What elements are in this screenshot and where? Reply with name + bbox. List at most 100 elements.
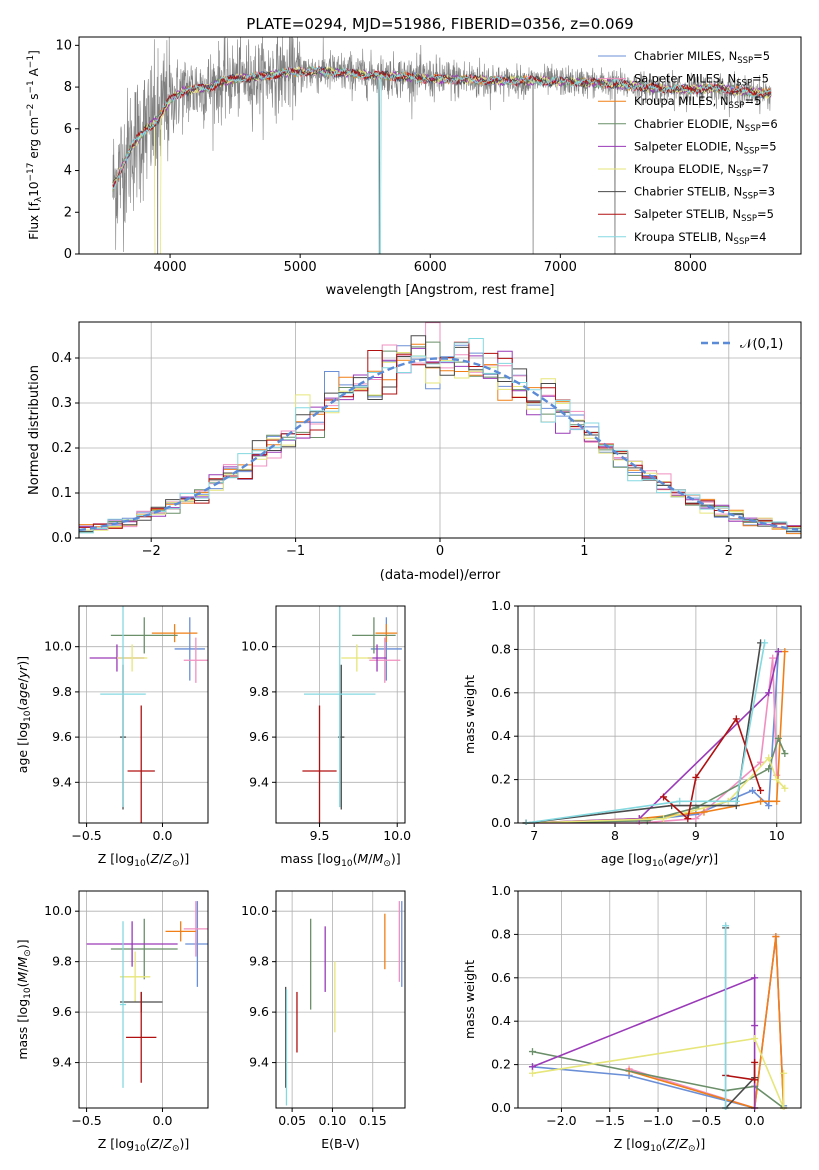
- plot-area: [89, 606, 208, 823]
- x-tick-label: 6000: [414, 260, 447, 275]
- x-tick-label: 2: [725, 544, 733, 559]
- mass-weight-line-7: [724, 927, 756, 1110]
- mass-vs-metallicity-panel: −0.5 0.0 9.4 9.6 9.8 10.0 Z [log10(Z/Z⊙)] mass …: [15, 890, 209, 1154]
- plot-area: [112, 37, 772, 254]
- y-tick-label: 9.4: [249, 1055, 269, 1070]
- y-axis-label: mass weight: [462, 960, 477, 1039]
- x-tick-label: 7: [530, 828, 538, 843]
- mass-weight-line-4: [526, 736, 786, 824]
- y-tick-label: 10.0: [44, 903, 72, 918]
- x-tick-label: −2.0: [546, 1113, 576, 1128]
- x-axis-label: (data-model)/error: [380, 568, 501, 583]
- x-tick-label: −0.5: [691, 1113, 721, 1128]
- x-tick-label: 0.10: [319, 1113, 347, 1128]
- mass-weight-marker-8: [751, 1058, 759, 1066]
- x-axis-label: wavelength [Angstrom, rest frame]: [326, 283, 555, 298]
- mass-weight-marker-8: [692, 773, 700, 781]
- mass-weight-marker-4: [774, 734, 782, 742]
- mass-weight-marker-8: [732, 715, 740, 723]
- mass-weight-marker-9: [722, 922, 730, 930]
- mass-weight-marker-9: [761, 639, 769, 647]
- x-tick-label: 8000: [674, 260, 707, 275]
- mass-weight-marker-5: [528, 1063, 536, 1071]
- age-vs-metallicity-panel: −0.5 0.0 9.4 9.6 9.8 10.0 Z [log10(Z/Z⊙)] age […: [15, 605, 209, 869]
- x-tick-label: 4000: [154, 260, 187, 275]
- y-tick-label: 0.4: [491, 728, 511, 743]
- y-tick-label: 9.6: [52, 1004, 72, 1019]
- mass-weight-marker-2: [757, 758, 765, 766]
- mass-weight-marker-6: [528, 1069, 536, 1077]
- y-tick-label: 0.2: [51, 441, 72, 456]
- plot-area: [522, 639, 789, 825]
- x-tick-label: −2: [142, 544, 161, 559]
- x-tick-label: 0: [436, 544, 444, 559]
- mass-weight-line-7: [526, 642, 762, 824]
- x-tick-label: 9.5: [310, 828, 330, 843]
- mass-weight-marker-6: [751, 1035, 759, 1043]
- mass-weight-line-6: [526, 756, 786, 824]
- legend-entry-8: Salpeter STELIB, NSSP=5: [634, 207, 774, 224]
- axes-frame: [275, 890, 406, 1109]
- y-tick-label: 1.0: [491, 883, 511, 898]
- axes-frame: [78, 36, 802, 255]
- mass-weight-line-3: [628, 936, 785, 1110]
- y-tick-label: 0.8: [491, 641, 511, 656]
- y-axis-label: Flux [fλ10−17 erg cm−2 s−1 A−1]: [26, 50, 44, 240]
- y-tick-label: 10.0: [241, 639, 269, 654]
- mass-weight-marker-8: [660, 793, 668, 801]
- mass-weight-marker-3: [772, 933, 780, 941]
- legend-entry-normal: 𝒩(0,1): [740, 337, 783, 352]
- legend-entry-3: Kroupa MILES, NSSP=5: [634, 94, 761, 111]
- mass-weight-marker-5: [774, 648, 782, 656]
- x-tick-label: 8: [611, 828, 619, 843]
- mass-weight-marker-5: [765, 689, 773, 697]
- mass-weight-marker-5: [751, 974, 759, 982]
- y-tick-label: 0.2: [491, 772, 511, 787]
- mass-weight-marker-4: [765, 765, 773, 773]
- x-tick-label: −0.5: [71, 1113, 101, 1128]
- y-tick-label: 9.8: [249, 684, 269, 699]
- y-tick-label: 0.4: [51, 351, 72, 366]
- y-tick-label: 6: [64, 122, 72, 137]
- y-tick-label: 10: [55, 38, 72, 53]
- legend-entry-7: Chabrier STELIB, NSSP=3: [634, 185, 775, 202]
- y-tick-label: 10.0: [241, 903, 269, 918]
- x-tick-label: 7000: [544, 260, 577, 275]
- x-tick-label: −0.5: [71, 828, 101, 843]
- y-tick-label: 0.0: [491, 1100, 511, 1115]
- mass-weight-marker-6: [780, 1069, 788, 1077]
- y-tick-label: 9.6: [52, 729, 72, 744]
- y-tick-label: 2: [64, 205, 72, 220]
- model-spectrum-line-9: [112, 65, 772, 254]
- axes-frame: [275, 605, 406, 824]
- x-axis-label: age [log10(age/yr)]: [601, 851, 718, 869]
- legend-entry-6: Kroupa ELODIE, NSSP=7: [634, 162, 769, 179]
- x-tick-label: −1.5: [595, 1113, 625, 1128]
- y-axis-label: mass [log10(M/M⊙)]: [15, 939, 33, 1059]
- axes-frame: [517, 605, 802, 824]
- histogram-series-9: [79, 338, 801, 534]
- y-tick-label: 0.8: [491, 926, 511, 941]
- age-vs-mass-panel: 9.5 10.0 9.4 9.6 9.8 10.0 mass [log10(M/M⊙)]: [241, 605, 411, 869]
- y-tick-label: 0.1: [51, 486, 72, 501]
- y-tick-label: 0.0: [51, 531, 72, 546]
- x-tick-label: 9: [692, 828, 700, 843]
- x-axis-label: Z [log10(Z/Z⊙)]: [98, 1136, 190, 1154]
- mass-weight-marker-1: [748, 786, 756, 794]
- mass-weight-line-8: [725, 1062, 756, 1081]
- mass-weight-vs-metallicity-panel: −2.0 −1.5 −1.0 −0.5 0.0 0.0 0.2 0.4 0.6 0.8 1.0 Z […: [462, 883, 802, 1154]
- mass-weight-line-5: [532, 976, 756, 1108]
- legend-entry-9: Kroupa STELIB, NSSP=4: [634, 230, 766, 247]
- mass-weight-line-9: [525, 642, 766, 824]
- legend-entry-4: Chabrier ELODIE, NSSP=6: [634, 117, 778, 134]
- y-axis-label: Normed distribution: [27, 365, 42, 495]
- spectrum-panel: 4000 5000 6000 7000 8000 0 2 4 6 8 10 wavelength [A…: [26, 36, 802, 298]
- y-tick-label: 9.4: [52, 774, 72, 789]
- mass-weight-marker-9: [732, 797, 740, 805]
- mass-weight-vs-age-panel: 7 8 9 10 0.0 0.2 0.4 0.6 0.8 1.0 age [log10(age/yr…: [462, 598, 802, 869]
- x-tick-label: 0.15: [359, 1113, 387, 1128]
- plot-area: [302, 606, 402, 823]
- y-tick-label: 9.4: [52, 1055, 72, 1070]
- plot-area: [285, 901, 403, 1106]
